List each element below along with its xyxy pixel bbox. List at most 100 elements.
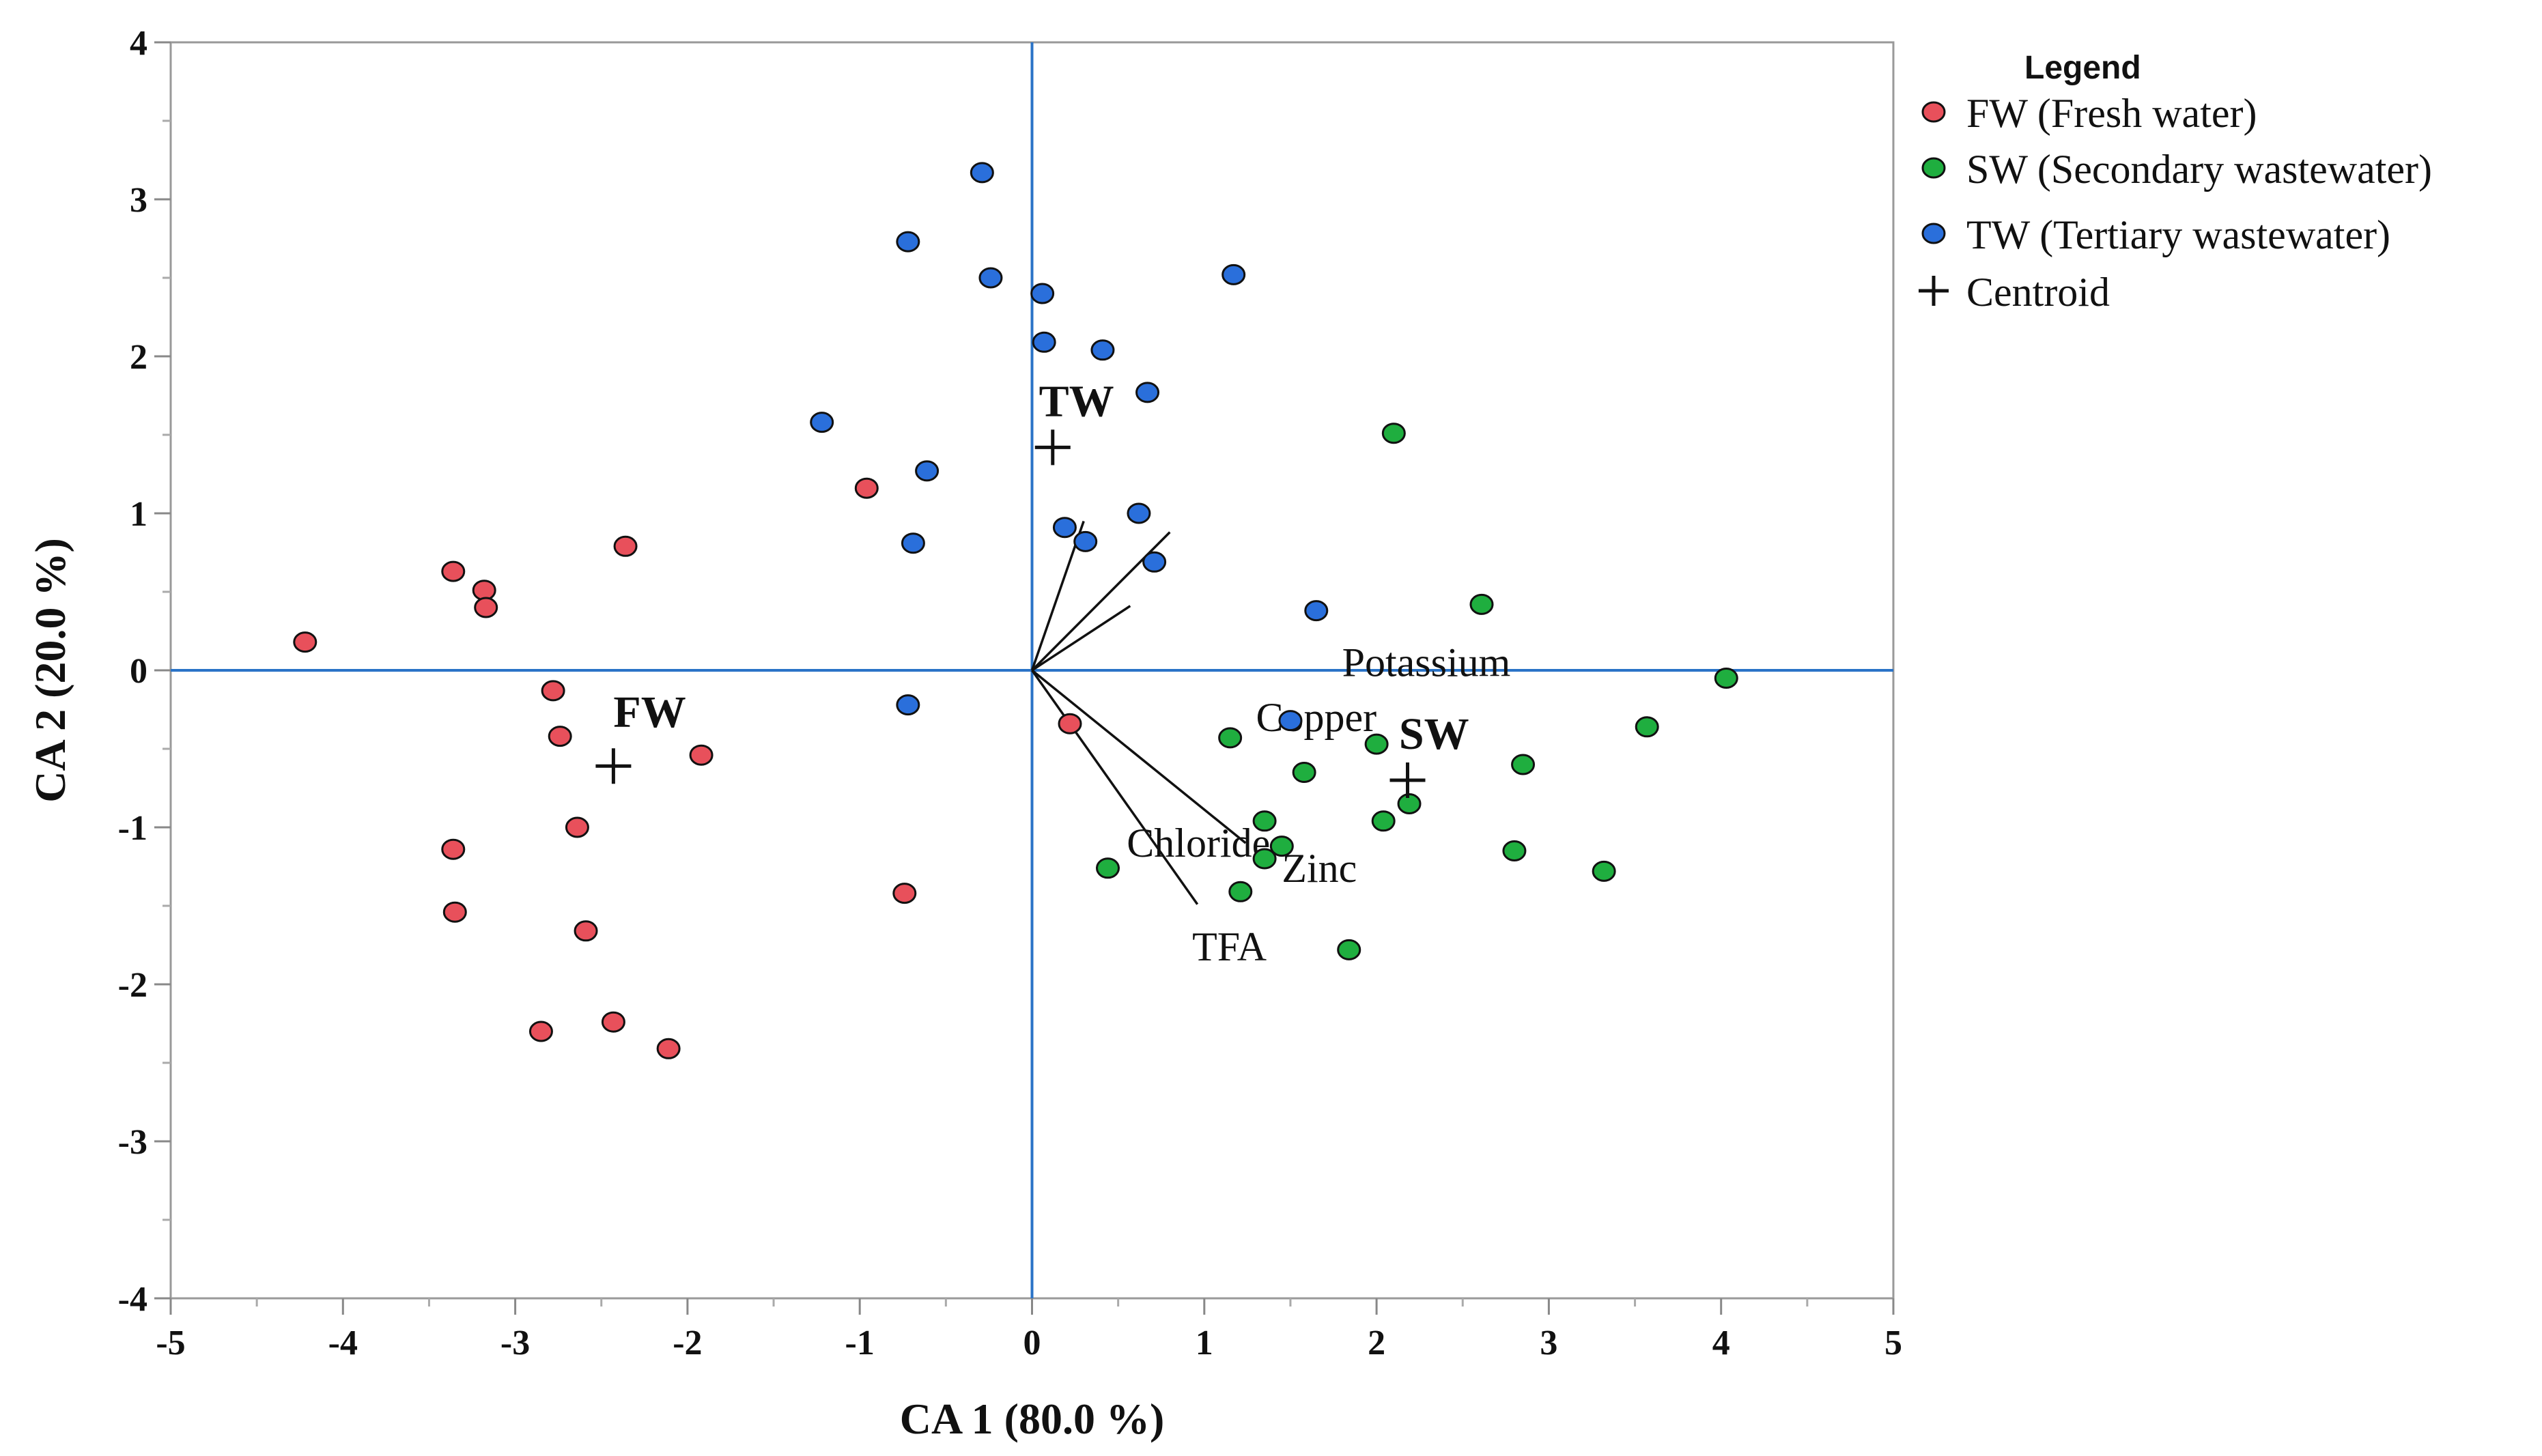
x-tick-label: -2 [673, 1324, 702, 1362]
vector-label-zinc: Zinc [1282, 846, 1357, 891]
data-point-tw [1127, 502, 1151, 524]
data-point-fw [472, 580, 496, 601]
x-tick-label: 1 [1196, 1324, 1213, 1362]
data-point-tw [1304, 600, 1329, 622]
data-point-fw [574, 920, 598, 942]
legend: Legend FW (Fresh water) SW (Secondary wast… [1919, 50, 2432, 315]
data-point-fw [1058, 713, 1082, 734]
legend-title: Legend [2024, 50, 2141, 86]
data-points [293, 162, 1738, 1059]
data-point-sw [1635, 716, 1659, 738]
data-point-tw [1278, 710, 1303, 732]
x-tick-label: -5 [156, 1324, 185, 1362]
data-point-sw [1714, 668, 1738, 689]
centroid-label-sw: SW [1399, 709, 1469, 759]
data-point-tw [978, 267, 1003, 289]
vector-tfa [1031, 669, 1199, 905]
legend-marker-2 [1921, 223, 1946, 244]
data-point-fw [293, 631, 317, 653]
vector-label-potassium: Potassium [1342, 640, 1511, 685]
x-tick-label: -4 [328, 1324, 358, 1362]
vector-label-tfa: TFA [1192, 924, 1267, 969]
data-point-tw [1135, 382, 1160, 403]
vector-label-copper: Copper [1256, 695, 1376, 740]
data-point-fw [474, 597, 498, 618]
legend-entry-label: FW (Fresh water) [1966, 91, 2257, 136]
data-point-fw [541, 680, 565, 702]
y-tick-label: -3 [118, 1123, 147, 1162]
data-point-fw [528, 1020, 553, 1042]
data-point-tw [896, 694, 920, 716]
x-axis-title: CA 1 (80.0 %) [900, 1395, 1165, 1443]
vector-zinc [1031, 669, 1247, 844]
y-tick-label: -2 [118, 966, 147, 1005]
x-tick-label: -1 [845, 1324, 875, 1362]
data-point-tw [1052, 517, 1077, 539]
data-point-sw [1364, 733, 1389, 755]
data-point-sw [1337, 939, 1361, 960]
data-point-tw [1142, 551, 1167, 573]
x-tick-label: 0 [1023, 1324, 1041, 1362]
legend-entry-label: TW (Tertiary wastewater) [1966, 212, 2390, 257]
data-point-tw [1073, 530, 1098, 552]
data-point-fw [442, 901, 467, 923]
data-point-sw [1269, 836, 1294, 857]
data-point-fw [565, 816, 589, 838]
y-tick-label: 0 [130, 652, 147, 691]
y-tick-label: 2 [130, 338, 147, 377]
centroids: FW SW TW [595, 376, 1469, 798]
data-point-sw [1381, 423, 1406, 444]
y-tick-label: 3 [130, 181, 147, 220]
y-tick-label: 4 [130, 24, 147, 63]
x-tick-label: 5 [1884, 1324, 1902, 1362]
data-point-sw [1397, 793, 1422, 814]
y-axis-title: CA 2 (20.0 %) [26, 538, 74, 803]
data-point-tw [901, 532, 925, 554]
data-point-sw [1592, 860, 1616, 882]
data-point-tw [1221, 263, 1246, 285]
data-point-sw [1371, 810, 1396, 832]
data-point-tw [810, 412, 834, 433]
legend-entry-label: Centroid [1966, 270, 2110, 315]
data-point-fw [441, 560, 466, 582]
data-point-sw [1511, 754, 1536, 775]
data-point-sw [1292, 762, 1316, 783]
y-tick-label: -4 [118, 1280, 147, 1319]
data-point-tw [915, 460, 940, 482]
data-point-fw [613, 535, 638, 557]
vector-copper [1031, 605, 1131, 672]
data-point-tw [1030, 283, 1055, 304]
data-point-fw [441, 838, 466, 860]
legend-marker-0 [1921, 101, 1946, 123]
data-point-tw [896, 231, 920, 253]
data-point-sw [1252, 810, 1277, 832]
biplot-vectors: Chloride Potassium Copper Zinc TFA [1030, 520, 1511, 969]
y-tick-label: -1 [118, 809, 147, 848]
legend-marker-1 [1921, 157, 1946, 179]
data-point-fw [656, 1038, 681, 1059]
data-point-fw [548, 726, 572, 747]
data-point-fw [689, 744, 714, 766]
vector-label-chloride: Chloride [1127, 820, 1270, 866]
data-point-sw [1502, 840, 1527, 861]
data-point-sw [1096, 857, 1120, 879]
data-point-fw [892, 883, 917, 904]
x-tick-label: 3 [1540, 1324, 1557, 1362]
x-tick-label: -3 [500, 1324, 530, 1362]
x-tick-label: 4 [1712, 1324, 1730, 1362]
data-point-sw [1218, 727, 1243, 749]
data-point-tw [1032, 331, 1056, 353]
data-point-tw [1090, 339, 1115, 361]
data-point-sw [1228, 881, 1253, 902]
data-point-sw [1252, 848, 1277, 870]
legend-entry-label: SW (Secondary wastewater) [1966, 147, 2432, 192]
y-tick-label: 1 [130, 495, 147, 534]
centroid-label-tw: TW [1039, 376, 1114, 426]
data-point-fw [854, 477, 879, 499]
data-point-sw [1469, 593, 1494, 615]
data-point-fw [601, 1011, 625, 1033]
x-tick-label: 2 [1368, 1324, 1385, 1362]
data-point-tw [970, 162, 994, 184]
